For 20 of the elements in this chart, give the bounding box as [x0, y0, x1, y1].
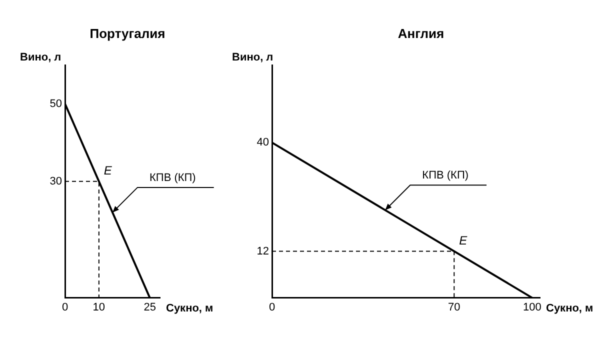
- y-tick-label: 12: [256, 245, 269, 258]
- annotation: E: [104, 164, 113, 178]
- x-tick-label: 25: [144, 301, 156, 314]
- annotation: КПВ (КП): [150, 172, 196, 184]
- y-tick-label: 30: [50, 175, 62, 188]
- x-axis-title: Сукно, м: [546, 302, 594, 314]
- x-tick-label: 0: [268, 301, 276, 314]
- x-tick-label: 70: [448, 301, 460, 314]
- annotation: КПВ (КП): [422, 170, 469, 182]
- x-tick-label: 100: [523, 301, 542, 314]
- x-axis-title: Сукно, м: [166, 302, 214, 314]
- x-tick-label: 10: [92, 301, 106, 314]
- x-tick-label: 0: [62, 301, 68, 314]
- y-axis-title: Вино, л: [232, 52, 274, 64]
- chart-title: Португалия: [90, 26, 166, 42]
- chart-title: Англия: [398, 26, 444, 42]
- y-tick-label: 40: [256, 136, 269, 149]
- annotation: E: [459, 234, 468, 248]
- y-axis-title: Вино, л: [20, 52, 62, 64]
- y-tick-label: 50: [50, 98, 62, 110]
